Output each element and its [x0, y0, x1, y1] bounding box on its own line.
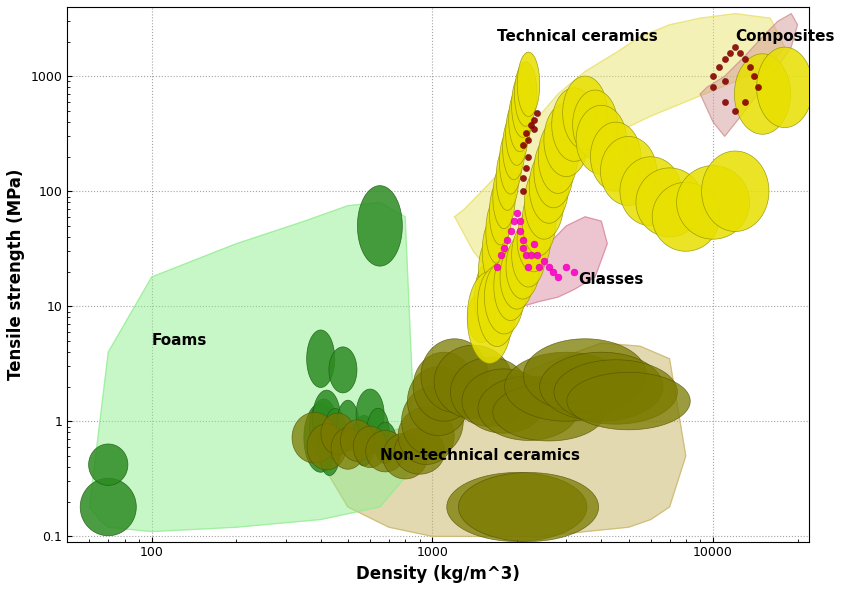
Polygon shape — [636, 168, 703, 237]
Polygon shape — [447, 473, 587, 542]
Polygon shape — [524, 339, 647, 412]
Polygon shape — [356, 389, 384, 440]
Polygon shape — [313, 390, 341, 448]
Polygon shape — [506, 235, 540, 299]
Polygon shape — [80, 478, 136, 536]
Polygon shape — [734, 54, 790, 135]
Polygon shape — [307, 424, 346, 470]
Polygon shape — [468, 292, 496, 343]
Polygon shape — [382, 433, 428, 479]
Polygon shape — [304, 403, 337, 472]
Polygon shape — [292, 412, 337, 463]
Polygon shape — [552, 88, 597, 161]
Polygon shape — [576, 105, 626, 174]
Polygon shape — [486, 199, 508, 263]
Polygon shape — [522, 186, 556, 255]
Y-axis label: Tensile strength (MPa): Tensile strength (MPa) — [7, 169, 25, 380]
Polygon shape — [478, 376, 579, 440]
Polygon shape — [455, 14, 785, 277]
Polygon shape — [524, 166, 564, 239]
Polygon shape — [474, 265, 497, 329]
Polygon shape — [329, 347, 357, 393]
Polygon shape — [482, 219, 505, 284]
Polygon shape — [505, 352, 628, 421]
Polygon shape — [493, 384, 605, 441]
Polygon shape — [318, 418, 341, 476]
Polygon shape — [367, 408, 389, 454]
Text: Glasses: Glasses — [578, 272, 643, 287]
Polygon shape — [407, 366, 469, 435]
Polygon shape — [506, 101, 528, 165]
Polygon shape — [652, 182, 720, 251]
Polygon shape — [677, 166, 750, 239]
Polygon shape — [394, 428, 445, 474]
Polygon shape — [620, 157, 682, 226]
Text: Technical ceramics: Technical ceramics — [497, 30, 658, 44]
Polygon shape — [496, 146, 518, 211]
Polygon shape — [700, 14, 797, 136]
Polygon shape — [502, 115, 525, 180]
Polygon shape — [544, 103, 589, 176]
Polygon shape — [88, 444, 128, 486]
Polygon shape — [450, 358, 529, 427]
Polygon shape — [500, 130, 522, 194]
Polygon shape — [366, 431, 405, 472]
Polygon shape — [89, 202, 412, 532]
Polygon shape — [701, 151, 769, 231]
Polygon shape — [324, 408, 346, 459]
Polygon shape — [307, 330, 335, 388]
Polygon shape — [374, 422, 397, 464]
Polygon shape — [591, 122, 641, 191]
Text: Non-technical ceramics: Non-technical ceramics — [380, 448, 580, 464]
Polygon shape — [500, 245, 534, 309]
Polygon shape — [490, 217, 607, 306]
Polygon shape — [434, 345, 513, 419]
Polygon shape — [413, 352, 475, 421]
Polygon shape — [478, 266, 517, 346]
Polygon shape — [493, 164, 515, 229]
Polygon shape — [518, 52, 540, 117]
Polygon shape — [567, 372, 690, 430]
Polygon shape — [462, 369, 547, 433]
Text: Composites: Composites — [735, 30, 835, 44]
Polygon shape — [534, 134, 573, 208]
Polygon shape — [309, 399, 337, 457]
Polygon shape — [538, 120, 577, 194]
Polygon shape — [341, 420, 374, 461]
Polygon shape — [514, 62, 537, 126]
Polygon shape — [530, 150, 569, 223]
Polygon shape — [512, 73, 534, 137]
Polygon shape — [401, 387, 463, 456]
Polygon shape — [353, 415, 375, 466]
Polygon shape — [332, 428, 365, 469]
Polygon shape — [337, 400, 360, 451]
Polygon shape — [484, 260, 524, 334]
Polygon shape — [601, 136, 657, 205]
Polygon shape — [756, 47, 813, 127]
Polygon shape — [508, 87, 531, 152]
Polygon shape — [517, 208, 551, 272]
Polygon shape — [468, 271, 513, 363]
Polygon shape — [321, 413, 354, 454]
Polygon shape — [512, 222, 546, 287]
Polygon shape — [421, 339, 488, 412]
Polygon shape — [554, 360, 677, 424]
Polygon shape — [573, 90, 618, 159]
Polygon shape — [490, 181, 512, 245]
Polygon shape — [354, 426, 387, 467]
Polygon shape — [563, 76, 608, 150]
Polygon shape — [540, 352, 663, 421]
Text: Foams: Foams — [151, 333, 207, 349]
Polygon shape — [314, 343, 686, 536]
X-axis label: Density (kg/m^3): Density (kg/m^3) — [356, 565, 520, 583]
Polygon shape — [479, 240, 501, 304]
Polygon shape — [398, 407, 454, 464]
Polygon shape — [458, 473, 598, 542]
Polygon shape — [358, 186, 402, 266]
Polygon shape — [494, 251, 528, 320]
